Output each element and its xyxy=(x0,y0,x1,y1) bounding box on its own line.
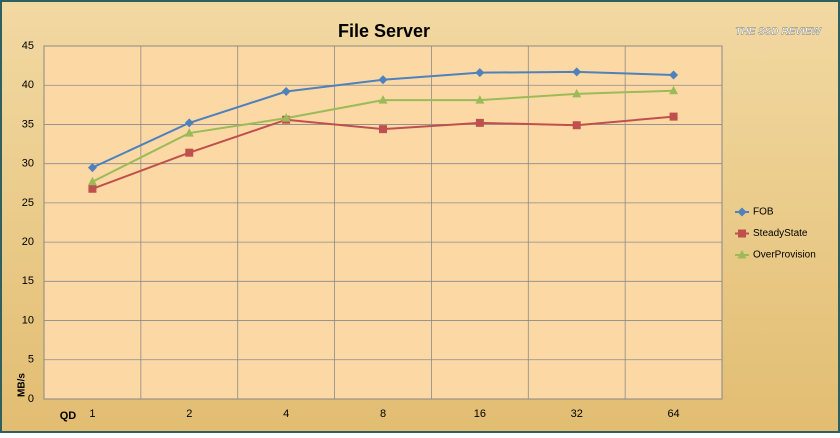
y-tick-label: 0 xyxy=(28,393,34,405)
marker xyxy=(475,118,484,127)
y-tick-label: 45 xyxy=(22,40,34,52)
marker xyxy=(737,250,747,259)
marker xyxy=(88,184,97,193)
x-tick-label: 8 xyxy=(380,408,386,420)
marker xyxy=(281,86,291,96)
marker xyxy=(737,207,747,217)
marker xyxy=(378,95,388,104)
marker xyxy=(475,95,485,104)
y-tick-label: 30 xyxy=(22,158,34,170)
marker xyxy=(572,121,581,130)
marker xyxy=(87,176,97,186)
marker xyxy=(738,229,746,238)
y-tick-label: 20 xyxy=(22,236,34,248)
x-tick-label: 32 xyxy=(571,408,583,420)
x-axis-label: QD xyxy=(60,410,77,422)
marker xyxy=(379,125,387,134)
marker xyxy=(185,148,194,157)
y-tick-label: 40 xyxy=(22,79,34,91)
marker xyxy=(281,113,291,122)
y-tick-label: 35 xyxy=(22,118,34,130)
legend-label: SteadyState xyxy=(753,228,808,239)
marker xyxy=(669,70,679,80)
x-tick-label: 1 xyxy=(89,408,95,420)
y-tick-label: 15 xyxy=(22,275,34,287)
legend-label: FOB xyxy=(753,207,774,218)
marker xyxy=(669,85,679,95)
marker xyxy=(87,163,97,173)
marker xyxy=(572,67,582,77)
marker xyxy=(475,68,485,78)
plot-area xyxy=(43,45,723,400)
x-tick-label: 16 xyxy=(474,408,486,420)
x-tick-label: 2 xyxy=(186,408,192,420)
chart-title: File Server xyxy=(338,21,430,41)
x-tick-label: 4 xyxy=(283,408,289,420)
y-tick-label: 10 xyxy=(22,314,34,326)
marker xyxy=(669,112,678,121)
y-axis-label: MB/s xyxy=(17,373,28,397)
marker xyxy=(378,75,388,85)
y-tick-label: 25 xyxy=(22,197,34,209)
y-tick-label: 5 xyxy=(28,354,34,366)
x-tick-label: 64 xyxy=(667,408,679,420)
logo: THE SSD REVIEW xyxy=(735,27,822,38)
legend-label: OverProvision xyxy=(753,250,816,261)
marker xyxy=(184,118,194,128)
marker xyxy=(572,88,582,98)
marker xyxy=(184,128,194,137)
